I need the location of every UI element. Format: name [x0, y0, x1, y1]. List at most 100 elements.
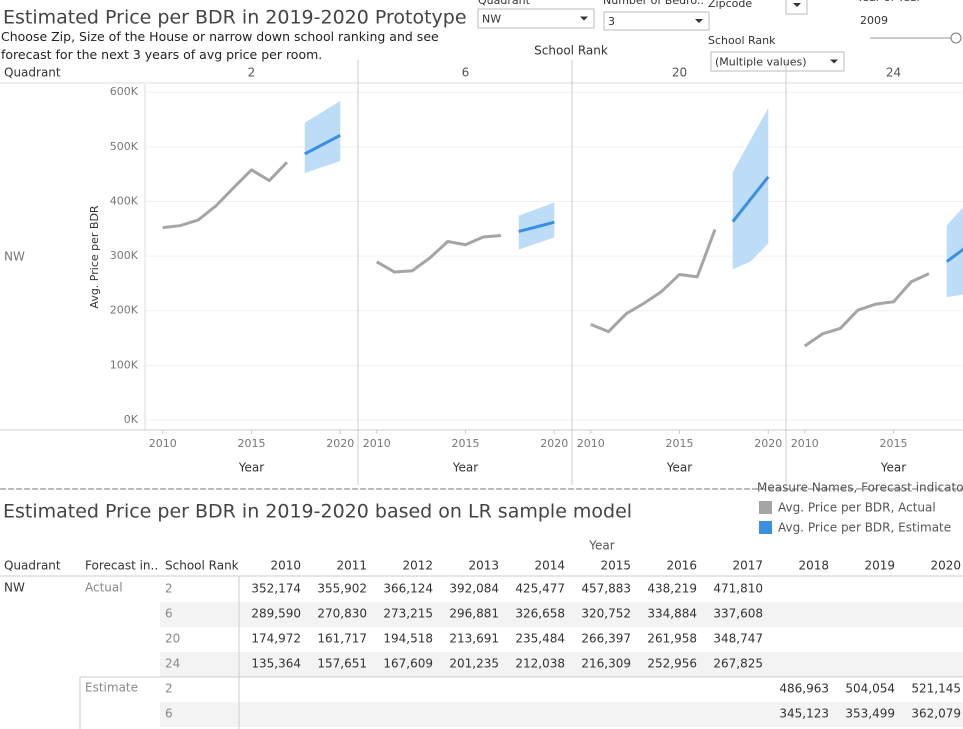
value-cell: 273,215 — [383, 607, 433, 621]
zipcode-dropdown[interactable] — [785, 0, 808, 15]
year-header: 2014 — [534, 559, 565, 573]
dropdown-arrow — [695, 19, 703, 23]
filter-label: School Rank — [708, 34, 776, 47]
x-tick-label: 2010 — [791, 437, 819, 450]
school-rank-cell: 6 — [165, 607, 173, 621]
x-axis-label: Year — [452, 461, 478, 475]
value-cell: 216,309 — [581, 657, 631, 671]
group-label: Actual — [85, 581, 123, 595]
subtitle: Choose Zip, Size of the House or narrow … — [1, 29, 439, 62]
value-cell: 252,956 — [647, 657, 697, 671]
year-header: 2016 — [666, 559, 697, 573]
column-header-title: School Rank — [534, 44, 608, 58]
y-tick-label: 300K — [110, 249, 139, 262]
legend-swatch — [759, 501, 772, 514]
school-rank-dropdown-value: (Multiple values) — [715, 56, 807, 69]
x-tick-label: 2020 — [326, 437, 354, 450]
dashboard-title: Estimated Price per BDR in 2019-2020 Pro… — [3, 7, 467, 29]
dropdown-arrow — [830, 59, 838, 64]
x-tick-label: 2015 — [238, 437, 266, 450]
value-cell: 296,881 — [449, 607, 499, 621]
year-header: 2012 — [402, 559, 433, 573]
value-cell: 457,883 — [581, 582, 631, 596]
x-tick-label: 2010 — [149, 437, 177, 450]
value-cell: 167,609 — [383, 657, 433, 671]
column-header: 20 — [672, 66, 687, 80]
column-group-header: Year — [588, 539, 614, 553]
value-cell: 471,810 — [713, 582, 763, 596]
y-tick-label: 600K — [110, 85, 139, 98]
x-tick-label: 2015 — [880, 437, 908, 450]
value-cell: 345,123 — [779, 707, 829, 721]
value-cell: 267,825 — [713, 657, 763, 671]
value-cell: 521,145 — [911, 682, 961, 696]
y-tick-label: 0K — [124, 413, 139, 426]
value-cell: 266,397 — [581, 632, 631, 646]
y-tick-label: 400K — [110, 194, 139, 207]
x-axis-label: Year — [238, 461, 264, 475]
quadrant-dropdown-value: NW — [482, 13, 501, 26]
school-rank-cell: 20 — [165, 632, 180, 646]
x-tick-label: 2010 — [577, 437, 605, 450]
year-header: 2020 — [930, 559, 961, 573]
row-header-title: Quadrant — [4, 66, 61, 80]
estimate-line — [945, 247, 963, 263]
legend-title: Measure Names, Forecast indicator — [757, 481, 963, 495]
dropdown-arrow — [793, 3, 801, 7]
slider-value: 2009 — [860, 14, 888, 27]
filter-label: Number of Bedro.. — [603, 0, 704, 7]
value-cell: 486,963 — [779, 682, 829, 696]
row-label: NW — [4, 250, 25, 264]
slider-handle[interactable] — [950, 32, 962, 44]
table-header: School Rank — [165, 559, 239, 573]
x-tick-label: 2015 — [452, 437, 480, 450]
x-axis-label: Year — [880, 461, 906, 475]
quadrant-dropdown[interactable] — [477, 8, 595, 29]
group-label: Estimate — [85, 681, 138, 695]
estimate-line — [731, 175, 770, 223]
value-cell: 235,484 — [515, 632, 565, 646]
value-cell: 194,518 — [383, 632, 433, 646]
legend-label: Avg. Price per BDR, Actual — [778, 501, 936, 515]
bedrooms-dropdown-value: 3 — [608, 15, 615, 28]
value-cell: 174,972 — [251, 632, 301, 646]
school-rank-dropdown[interactable] — [710, 51, 845, 72]
value-cell: 392,084 — [449, 582, 499, 596]
x-axis-label: Year — [666, 461, 692, 475]
actual-line — [162, 161, 289, 230]
table-header: Quadrant — [4, 559, 61, 573]
value-cell: 261,958 — [647, 632, 697, 646]
school-rank-cell: 2 — [165, 582, 173, 596]
value-cell: 334,884 — [647, 607, 697, 621]
estimate-line — [304, 133, 341, 156]
legend-swatch — [759, 521, 772, 534]
value-cell: 348,747 — [713, 632, 763, 646]
value-cell: 289,590 — [251, 607, 301, 621]
x-tick-label: 2015 — [666, 437, 694, 450]
row-band — [160, 652, 963, 677]
value-cell: 337,608 — [713, 607, 763, 621]
bedrooms-dropdown[interactable] — [603, 11, 710, 31]
value-cell: 213,691 — [449, 632, 499, 646]
table-title: Estimated Price per BDR in 2019-2020 bas… — [3, 501, 632, 523]
dropdown-arrow — [580, 16, 588, 21]
value-cell: 355,902 — [317, 582, 367, 596]
actual-line — [590, 228, 717, 334]
forecast-band — [946, 207, 963, 298]
value-cell: 362,079 — [911, 707, 961, 721]
value-cell: 425,477 — [515, 582, 565, 596]
year-header: 2013 — [468, 559, 499, 573]
value-cell: 320,752 — [581, 607, 631, 621]
row-band — [160, 702, 963, 727]
year-header: 2017 — [732, 559, 763, 573]
value-cell: 157,651 — [317, 657, 367, 671]
value-cell: 270,830 — [317, 607, 367, 621]
filter-label: Zipcode — [708, 0, 752, 10]
school-rank-cell: 2 — [165, 682, 173, 696]
x-tick-label: 2020 — [754, 437, 782, 450]
value-cell: 352,174 — [251, 582, 301, 596]
legend-label: Avg. Price per BDR, Estimate — [778, 521, 951, 535]
column-header: 24 — [886, 66, 901, 80]
